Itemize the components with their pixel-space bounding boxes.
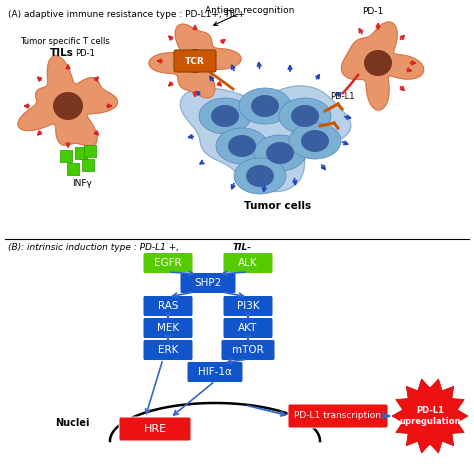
Text: AKT: AKT [238,323,258,333]
Ellipse shape [301,130,329,152]
Text: PD-1: PD-1 [363,7,383,16]
Ellipse shape [246,165,274,187]
Ellipse shape [182,49,208,73]
Text: SHP2: SHP2 [194,278,222,288]
Polygon shape [341,22,424,110]
Text: HIF-1α: HIF-1α [198,367,232,377]
Text: Antigen recognition: Antigen recognition [205,6,295,15]
FancyBboxPatch shape [174,50,216,72]
Text: TCR: TCR [185,57,205,65]
Polygon shape [18,56,118,146]
FancyBboxPatch shape [119,417,191,441]
Text: ALK: ALK [238,258,258,268]
FancyBboxPatch shape [223,295,273,317]
Text: (A) adaptive immune resistance type : PD-L1+, TIL+: (A) adaptive immune resistance type : PD… [8,10,245,19]
FancyBboxPatch shape [143,340,193,360]
FancyBboxPatch shape [223,317,273,339]
Text: MEK: MEK [157,323,179,333]
Text: EGFR: EGFR [154,258,182,268]
FancyBboxPatch shape [187,362,243,382]
Text: (B): intrinsic induction type : PD-L1 +,: (B): intrinsic induction type : PD-L1 +, [8,243,182,252]
Text: Tumor specific T cells: Tumor specific T cells [20,37,110,46]
Text: ERK: ERK [158,345,178,355]
FancyBboxPatch shape [143,252,193,274]
Ellipse shape [251,95,279,117]
Polygon shape [392,379,468,453]
Text: PD-1: PD-1 [75,49,95,58]
Text: mTOR: mTOR [232,345,264,355]
Text: PI3K: PI3K [237,301,259,311]
Ellipse shape [234,158,286,194]
Ellipse shape [289,123,341,159]
Ellipse shape [279,98,331,134]
Ellipse shape [228,135,256,157]
Text: TILs: TILs [50,48,74,58]
Text: Nuclei: Nuclei [55,418,90,428]
FancyBboxPatch shape [221,340,275,360]
Ellipse shape [291,105,319,127]
FancyBboxPatch shape [180,273,236,293]
Polygon shape [149,24,241,98]
Text: INFγ: INFγ [72,179,92,188]
Text: PD-L1
upregulation: PD-L1 upregulation [399,406,461,426]
Text: PD-L1: PD-L1 [330,92,354,101]
Ellipse shape [239,88,291,124]
Polygon shape [180,86,351,192]
Text: Tumor cells: Tumor cells [245,201,311,211]
Ellipse shape [266,142,294,164]
Ellipse shape [254,135,306,171]
FancyBboxPatch shape [143,317,193,339]
FancyBboxPatch shape [223,252,273,274]
Ellipse shape [53,92,83,120]
Ellipse shape [199,98,251,134]
Text: TIL-: TIL- [233,243,252,252]
Text: RAS: RAS [158,301,178,311]
Ellipse shape [211,105,239,127]
Ellipse shape [364,50,392,76]
FancyBboxPatch shape [288,404,388,428]
Ellipse shape [216,128,268,164]
Text: HRE: HRE [144,424,166,434]
Text: PD-L1 transcription: PD-L1 transcription [294,412,382,421]
FancyBboxPatch shape [143,295,193,317]
